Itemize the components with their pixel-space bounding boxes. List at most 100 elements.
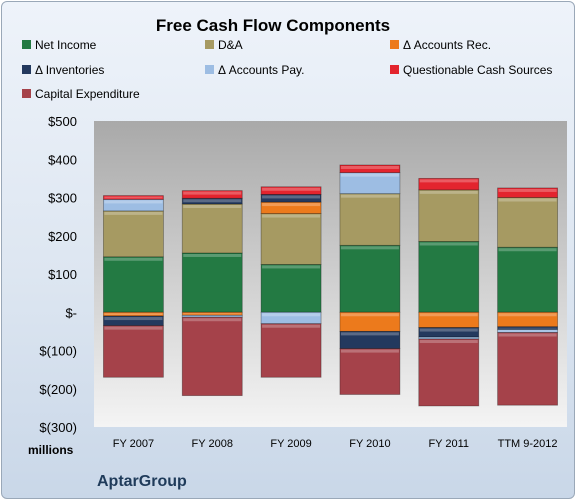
legend-swatch [390,40,399,49]
bar-segment [181,316,243,397]
bar-highlight [498,330,557,332]
legend-swatch [390,65,399,74]
bar-segment [103,195,164,200]
y-tick-label: $200 [48,229,77,244]
bar-highlight [419,313,478,317]
x-tick-label: FY 2011 [428,438,469,450]
x-tick-label: FY 2010 [349,438,390,450]
bar-segment [103,256,164,313]
bar-highlight [419,328,478,332]
x-tick-label: FY 2007 [113,438,154,450]
bar-segment [260,194,322,203]
bar-segment [497,332,558,406]
bar-highlight [183,205,242,209]
plot-area [94,121,567,427]
bar-highlight [104,313,163,316]
bar-highlight [183,318,242,322]
bar-segment [103,210,164,258]
company-name: AptarGroup [97,473,187,490]
legend-label: Questionable Cash Sources [403,63,552,77]
y-tick-label: $(100) [39,344,77,359]
bar-highlight [340,313,399,317]
bar-highlight [104,211,163,215]
bar-highlight [262,195,321,199]
bar-segment [339,348,401,395]
bar-highlight [498,198,557,202]
bar-segment [418,177,480,191]
legend-swatch [205,40,214,49]
bar-highlight [498,333,557,337]
bar-highlight [183,191,242,195]
y-tick-label: $- [65,305,77,320]
legend-label: Δ Accounts Pay. [218,63,305,77]
bar-segment [339,164,401,174]
bar-segment [497,197,558,248]
bar-highlight [104,257,163,261]
bar-highlight [340,332,399,336]
bar-highlight [340,165,399,169]
legend-swatch [205,65,214,74]
bar-segment [260,323,322,378]
y-tick-label: $400 [48,152,77,167]
bar-segment [497,246,558,313]
bar-highlight [340,349,399,353]
bar-highlight [262,214,321,218]
bar-highlight [498,327,557,329]
bar-segment [181,190,243,199]
legend: Net Income D&A Δ Accounts Rec. Δ Inventorie… [22,38,552,101]
bar-segment [260,264,322,313]
bars [103,164,558,407]
bar-segment [103,325,164,378]
legend-label: D&A [218,38,243,52]
bar-highlight [419,179,478,183]
legend-swatch [22,89,31,98]
legend-label: Capital Expenditure [35,87,140,101]
bar-segment [103,199,164,212]
legend-swatch [22,65,31,74]
bar-highlight [262,187,321,191]
bar-highlight [183,199,242,203]
y-tick-label: $(300) [39,420,77,435]
bar-segment [339,244,401,313]
legend-label: Net Income [35,38,97,52]
bar-highlight [262,203,321,207]
bar-highlight [183,253,242,257]
y-tick-label: $300 [48,191,77,206]
bar-highlight [183,313,242,315]
bar-highlight [104,326,163,330]
bar-highlight [262,324,321,328]
bar-highlight [498,248,557,252]
bar-highlight [340,246,399,250]
bar-highlight [104,200,163,204]
bar-highlight [498,313,557,317]
bar-segment [260,186,322,195]
x-axis: FY 2007 FY 2008 FY 2009 FY 2010 FY 2011 TTM 9… [113,438,558,450]
legend-label: Δ Accounts Rec. [403,38,491,52]
bar-highlight [498,188,557,192]
bar-segment [418,241,480,313]
bar-segment [260,213,322,265]
unit-label: millions [28,443,74,457]
bar-highlight [104,196,163,199]
y-tick-label: $(200) [39,382,77,397]
x-tick-label: FY 2008 [192,438,233,450]
bar-segment [497,187,558,198]
bar-highlight [262,313,321,317]
y-axis: $(300) $(200) $(100) $- $100 $200 $300 $400 $500 [39,114,77,435]
bar-segment [181,203,243,254]
bar-highlight [340,173,399,177]
bar-segment [418,338,480,407]
bar-segment [181,252,243,313]
bar-highlight [419,242,478,246]
x-tick-label: TTM 9-2012 [498,438,558,450]
y-tick-label: $100 [48,267,77,282]
bar-highlight [262,265,321,269]
legend-swatch [22,40,31,49]
bar-highlight [419,190,478,194]
bar-highlight [104,317,163,321]
chart-title: Free Cash Flow Components [156,16,390,35]
bar-highlight [340,194,399,198]
y-tick-label: $500 [48,114,77,129]
legend-label: Δ Inventories [35,63,104,77]
